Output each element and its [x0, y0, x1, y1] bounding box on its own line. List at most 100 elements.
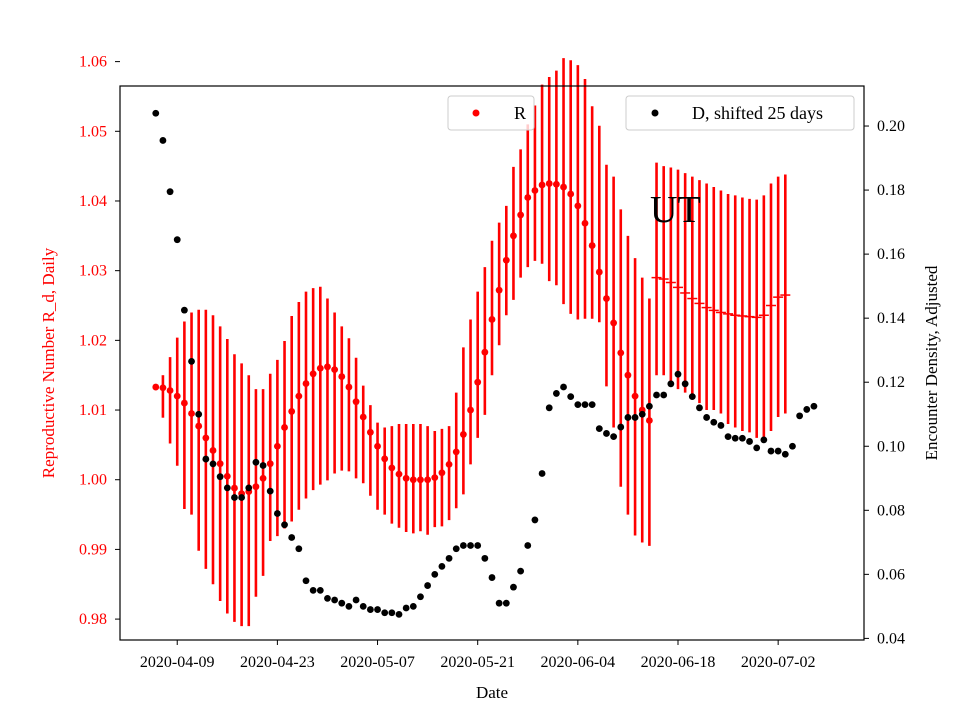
r-point [624, 371, 632, 379]
r-point [524, 194, 532, 201]
d-point [259, 462, 267, 469]
r-point [216, 460, 224, 468]
d-point [617, 423, 625, 431]
legend-r: R [447, 95, 535, 131]
d-point [438, 562, 446, 570]
d-point [238, 494, 246, 501]
x-tick-label: 2020-07-02 [741, 654, 816, 671]
d-point [409, 602, 417, 610]
r-point [531, 187, 539, 194]
d-point [352, 596, 360, 604]
left-y-tick-label: 1.06 [79, 54, 107, 71]
d-point [195, 410, 203, 418]
r-point [481, 348, 489, 356]
d-point [180, 306, 188, 314]
left-y-tick-label: 1.05 [79, 123, 107, 140]
x-tick-label: 2020-06-18 [641, 654, 716, 671]
r-point [159, 384, 167, 392]
d-point [502, 599, 510, 607]
r-point [538, 181, 546, 189]
r-point [588, 242, 596, 249]
r-point [409, 476, 417, 484]
d-point [223, 484, 231, 492]
r-point [545, 180, 553, 187]
r-point [417, 476, 424, 484]
d-point [796, 412, 804, 420]
r-point [595, 268, 603, 276]
r-point [180, 399, 188, 407]
r-point [581, 219, 589, 227]
d-point [667, 380, 675, 388]
d-point [567, 393, 575, 401]
legend-d-label: D, shifted 25 days [692, 103, 823, 123]
x-tick-label: 2020-05-07 [340, 654, 415, 671]
d-point [417, 593, 424, 601]
r-point [438, 469, 446, 477]
d-point [402, 604, 410, 612]
r-point [488, 316, 496, 323]
d-point [345, 602, 353, 610]
r-point [288, 408, 296, 415]
d-point [724, 433, 732, 441]
r-point [567, 190, 575, 198]
r-point [431, 474, 439, 482]
r-point [402, 474, 410, 482]
d-point [681, 380, 689, 388]
d-point [638, 410, 646, 418]
r-point [395, 470, 403, 478]
r-point [388, 464, 396, 472]
legend-d-frame [625, 95, 855, 131]
d-point [309, 586, 317, 594]
r-point [281, 424, 288, 431]
d-point [245, 484, 253, 492]
r-point [374, 442, 381, 450]
right-y-tick-label: 0.12 [877, 374, 905, 391]
d-point [595, 425, 603, 433]
r-point [202, 434, 210, 442]
r-point [474, 378, 482, 386]
d-point [581, 401, 589, 409]
r-point [445, 460, 453, 468]
right-y-axis-label: Encounter Density, Adjusted [922, 265, 941, 460]
r-point [603, 295, 610, 302]
d-point [531, 516, 539, 524]
d-point [545, 404, 553, 412]
r-point [560, 183, 567, 191]
d-point [216, 473, 224, 481]
legend-r-marker [472, 109, 480, 117]
d-point [803, 406, 811, 413]
right-y-tick-label: 0.04 [877, 630, 905, 647]
d-point [159, 137, 167, 144]
d-point [560, 383, 567, 391]
d-point [467, 542, 474, 549]
right-y-tick-label: 0.20 [877, 118, 905, 135]
r-point [252, 483, 260, 491]
d-point [653, 391, 660, 399]
d-point [481, 554, 489, 562]
r-point [338, 373, 346, 380]
d-point [395, 610, 403, 618]
left-y-tick-label: 1.01 [79, 402, 107, 419]
d-point [166, 188, 174, 196]
r-point [345, 383, 353, 391]
r-point [495, 286, 503, 294]
d-point [588, 401, 596, 409]
x-tick-label: 2020-06-04 [541, 654, 616, 671]
d-point [603, 430, 610, 437]
r-point [173, 392, 181, 400]
d-point [488, 574, 496, 581]
r-point [517, 211, 525, 219]
r-point [231, 484, 238, 492]
d-point [173, 236, 181, 244]
plot-frame [119, 85, 865, 641]
d-point [445, 554, 453, 562]
d-point [610, 433, 618, 441]
r-point [195, 422, 203, 430]
r-point [631, 392, 639, 400]
r-point [309, 370, 317, 378]
r-point [381, 455, 389, 463]
d-point [717, 422, 725, 429]
chart-annotation: UT [650, 189, 701, 231]
d-point [552, 390, 560, 397]
r-point [617, 349, 625, 357]
